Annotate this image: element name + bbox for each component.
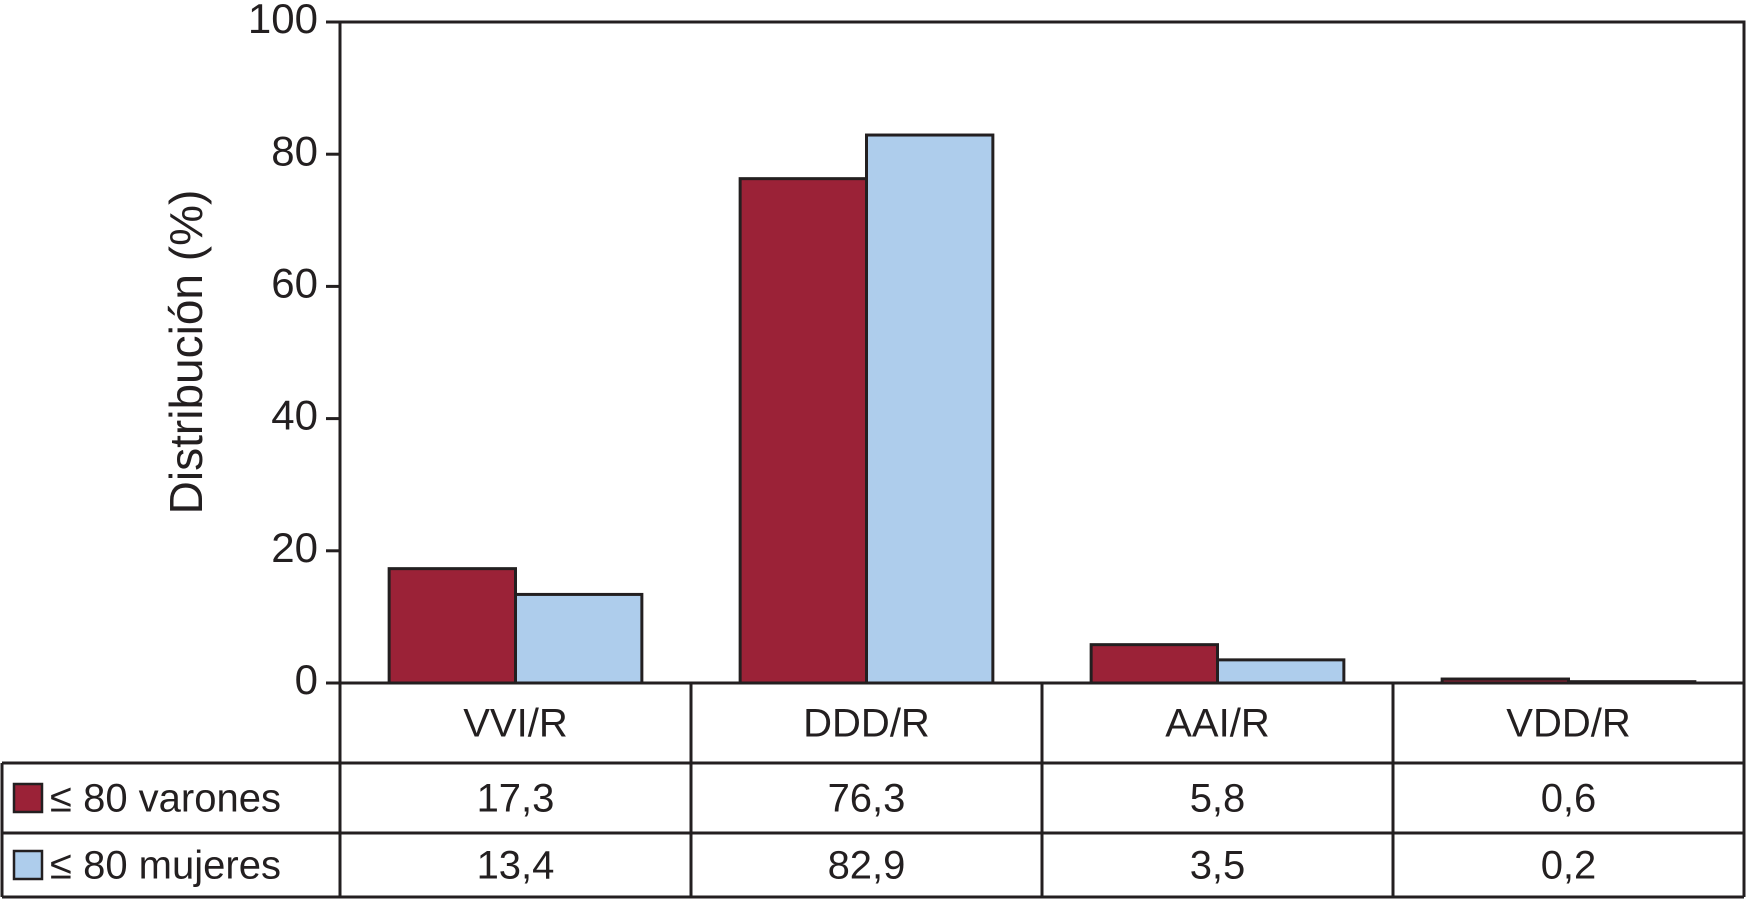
- y-tick-label: 100: [248, 0, 318, 42]
- y-tick-label: 80: [271, 127, 318, 174]
- y-tick-label: 40: [271, 392, 318, 439]
- table-value: 5,8: [1190, 777, 1246, 821]
- table-value: 82,9: [828, 844, 906, 888]
- bar: [865, 133, 995, 685]
- y-tick-label: 60: [271, 259, 318, 306]
- x-tick-label: VVI/R: [463, 702, 567, 746]
- bar: [514, 592, 644, 685]
- legend-swatch: [12, 849, 44, 881]
- x-tick-label: DDD/R: [803, 702, 930, 746]
- y-tick-label: 0: [295, 656, 318, 703]
- table-value: 76,3: [828, 777, 906, 821]
- legend-label: ≤ 80 varones: [50, 777, 281, 821]
- table-value: 0,2: [1541, 844, 1597, 888]
- legend-label: ≤ 80 mujeres: [50, 844, 281, 888]
- bar: [1216, 658, 1346, 685]
- y-tick-label: 20: [271, 524, 318, 571]
- bar: [387, 567, 518, 685]
- table-value: 13,4: [477, 844, 555, 888]
- plot-frame: [338, 20, 1746, 685]
- bar: [738, 177, 869, 685]
- legend-swatch: [12, 782, 44, 814]
- bar: [1089, 643, 1220, 685]
- table-value: 3,5: [1190, 844, 1246, 888]
- y-axis-label: Distribución (%): [160, 190, 212, 515]
- table-value: 0,6: [1541, 777, 1597, 821]
- table-value: 17,3: [477, 777, 555, 821]
- x-tick-label: VDD/R: [1506, 702, 1630, 746]
- x-tick-label: AAI/R: [1165, 702, 1269, 746]
